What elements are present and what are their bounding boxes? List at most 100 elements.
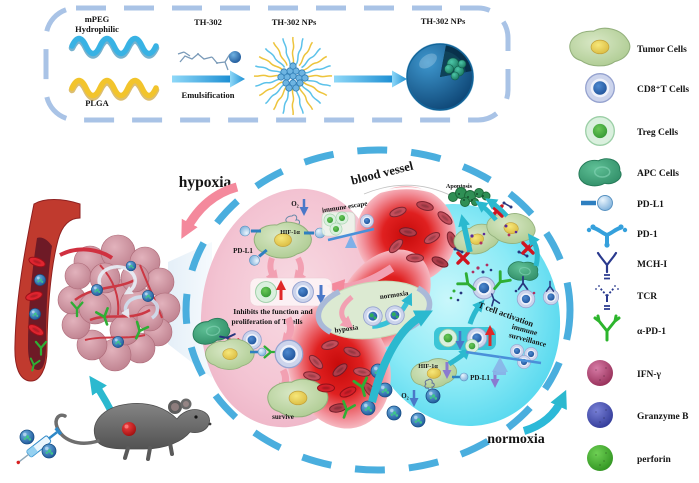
tumor-cell-icon [569, 27, 631, 67]
np-in-artery [28, 307, 41, 321]
legend-label: PD-1 [637, 230, 658, 240]
pd-l1-icon [581, 196, 613, 211]
teal-flow-arrow [368, 310, 433, 403]
hypoxia-arrow [181, 182, 239, 239]
perforin-icon [587, 445, 613, 471]
micelle-nanoparticle [253, 36, 333, 116]
cd8-t-cell-icon [585, 73, 615, 103]
plga-polymer-wave [68, 77, 160, 101]
cd8-down [292, 281, 314, 303]
legend-item-mch-i: MCH-I [596, 251, 667, 280]
hif-molecule [424, 378, 435, 391]
teal-arrow-to-apoptosis [485, 198, 509, 218]
apoptotic-cells [448, 187, 491, 207]
normoxia-outer-label: normoxia [487, 432, 545, 447]
legend-label: IFN-γ [637, 370, 662, 380]
tumor-mass [57, 234, 181, 372]
np-in-tumor [91, 283, 103, 297]
treg-cell-icon [585, 116, 615, 146]
inhibits-line1: Inhibits the function and [233, 307, 313, 316]
capsule-label: TH-302 NPs [421, 16, 466, 26]
pd-1-icon [586, 224, 628, 248]
pdl1-label-normoxia: PD-L1 [470, 374, 490, 382]
legend-item-ifn-gamma: IFN-γ [587, 360, 662, 386]
normoxia-region-content: O₂ HIF-1α PD-L1 T cell activation [368, 183, 560, 407]
treg-down [438, 328, 458, 348]
legend-label: PD-L1 [637, 200, 664, 210]
mouse-eye [194, 415, 198, 419]
mouse-body [93, 402, 210, 450]
hif1a-label-normoxia: HIF-1α [418, 363, 438, 370]
th302-label: TH-302 [194, 17, 222, 27]
emulsification-label: Emulsification [182, 90, 235, 100]
teal-arrow-up [527, 233, 540, 267]
cycle-dashed-ring [182, 146, 574, 474]
legend-item-tcr: TCR [595, 285, 657, 310]
mpeg-label: mPEG [85, 14, 110, 24]
cd8-cell-large [274, 339, 304, 369]
legend-item-apc-cells: APC Cells [578, 158, 679, 187]
teal-arrow-up [458, 214, 473, 253]
legend-label: Treg Cells [637, 128, 678, 138]
teal-arrow [467, 299, 485, 325]
flow-arrow [97, 265, 137, 295]
np-in-blood [360, 400, 376, 416]
th302-molecule [177, 51, 241, 71]
pink-arrow [265, 256, 279, 284]
normoxia-arrow [522, 389, 567, 435]
synthesis-box-border [43, 5, 511, 123]
hypoxia-cycle-arrow [339, 294, 354, 330]
treg-on-balance [329, 222, 343, 236]
o2-label-normoxia: O₂ [401, 392, 409, 400]
legend: Tumor Cells CD8⁺T Cells Treg Cells APC C… [569, 27, 689, 471]
np-in-tumor [112, 335, 124, 349]
legend-label: APC Cells [637, 169, 679, 179]
legend-label: CD8⁺T Cells [637, 85, 689, 95]
apoptosis-label: Apoptosis [446, 183, 473, 190]
syringe [16, 426, 63, 465]
np-in-tumor [125, 260, 137, 272]
tumor-spot [122, 422, 136, 436]
vessel-wall-highlight [365, 187, 453, 201]
legend-label: perforin [637, 455, 671, 465]
pdl1-ball [257, 347, 267, 357]
a-pd-1-icon [593, 314, 621, 342]
teal-arrow-to-apoptosis [475, 200, 498, 222]
pdl1-ball [459, 372, 469, 382]
hif1a-label-hypoxia: HIF-1α [280, 229, 300, 236]
treg-on-balance [465, 339, 479, 353]
legend-label: MCH-I [637, 260, 667, 270]
legend-item-pd-1: PD-1 [586, 224, 658, 248]
ifn-gamma-icon [587, 360, 613, 386]
survive-label: survive [272, 413, 294, 421]
capsule-normoxia-label: normoxia [379, 289, 409, 301]
capsule-nanoparticle [406, 43, 474, 111]
main-cycle: hypoxia blood vessel normoxia O₂ HIF-1α … [179, 146, 574, 474]
plga-label: PLGA [85, 98, 109, 108]
micelle-label: TH-302 NPs [272, 17, 317, 27]
center-oxygen-capsule: normoxia hypoxia [315, 278, 433, 342]
hypoxia-outer-label: hypoxia [179, 174, 232, 191]
legend-label: Tumor Cells [637, 45, 687, 55]
mouse-nose [208, 422, 212, 426]
legend-item-treg-cells: Treg Cells [585, 116, 678, 146]
left-vasculature [14, 199, 212, 382]
legend-label: α-PD-1 [637, 327, 666, 337]
cd8-on-balance [360, 214, 374, 228]
mouse-figure [16, 375, 212, 465]
mpeg-polymer-wave [68, 35, 160, 59]
balance-beam [465, 350, 542, 365]
mouse-legs [123, 441, 174, 461]
pdl1-label-hypoxia: PD-L1 [233, 247, 253, 255]
np-in-blood [386, 405, 402, 421]
inhibits-line2: proliferation of T cells [231, 317, 302, 326]
legend-item-tumor-cells: Tumor Cells [569, 27, 687, 67]
capsule-hypoxia-label: hypoxia [334, 323, 359, 334]
cd8-cell [542, 288, 560, 306]
synthesis-box: mPEG Hydrophilic PLGA TH-302 Emulsificat… [43, 5, 511, 123]
treg-on-balance [335, 211, 349, 225]
legend-label: Granzyme B [637, 412, 689, 422]
balance-fulcrum [492, 357, 508, 372]
drug-sphere [229, 51, 241, 63]
